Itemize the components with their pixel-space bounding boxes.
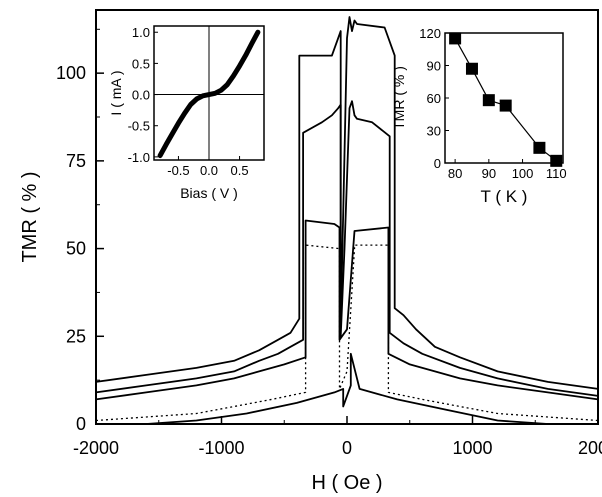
main-series-line-2 [95,100,599,397]
inset-iv-x-tick-label: 0.5 [231,163,249,178]
inset-tmr-t-point [465,62,478,75]
inset-tmr-t-y-tick-label: 0 [434,156,441,171]
inset-tmr-t-x-tick-label: 80 [448,166,462,181]
main-ticks: -2000-10000100020000255075100 [56,28,602,458]
inset-iv-series-group [154,26,264,160]
inset-iv-y-tick-label: 0.5 [132,56,150,71]
inset-tmr-t-y-tick-label: 90 [427,59,441,74]
inset-tmr-t-chart: 80 90 100 110 0 30 60 90 120 T ( K ) TMR ( % ) [391,26,567,206]
main-y-tick-label: 50 [66,239,86,259]
main-y-tick-label: 25 [66,326,86,346]
inset-iv-ticks: -0.5 0.0 0.5 -1.0 -0.5 0.0 0.5 1.0 [128,25,249,178]
main-x-tick-label: -1000 [198,438,244,458]
inset-tmr-t-x-tick-label: 100 [512,166,534,181]
inset-tmr-t-x-tick-label: 110 [546,166,567,181]
inset-iv-chart: -0.5 0.0 0.5 -1.0 -0.5 0.0 0.5 1.0 Bias ( V ) I… [108,25,265,201]
main-series-line-5 [96,352,598,425]
main-x-axis-label: H ( Oe ) [311,472,382,494]
main-series-group [95,16,599,425]
main-x-tick-label: 1000 [452,438,492,458]
inset-iv-y-axis-label: I ( mA ) [108,70,124,115]
inset-tmr-t-point [533,141,546,154]
inset-tmr-t-point [449,32,462,45]
inset-iv-series-line-1 [157,29,261,159]
inset-tmr-t-point [499,99,512,112]
main-x-tick-label: 2000 [578,438,602,458]
inset-tmr-t-y-tick-label: 60 [427,91,441,106]
inset-iv-x-axis-label: Bias ( V ) [180,185,238,201]
inset-iv-x-tick-label: 0.0 [200,163,218,178]
inset-tmr-t-ticks: 80 90 100 110 0 30 60 90 120 [419,26,566,181]
inset-iv-y-tick-label: 1.0 [132,25,150,40]
main-x-tick-label: 0 [342,438,352,458]
main-y-tick-label: 75 [66,151,86,171]
inset-tmr-t-y-tick-label: 30 [427,124,441,139]
inset-iv-y-tick-label: -0.5 [128,119,150,134]
main-y-tick-label: 100 [56,63,86,83]
main-y-tick-label: 0 [76,414,86,434]
inset-iv-y-tick-label: 0.0 [132,88,150,103]
main-series-line-3 [95,219,599,401]
main-x-tick-label: -2000 [73,438,119,458]
main-chart: -2000-10000100020000255075100 H ( Oe ) T… [19,9,602,494]
inset-tmr-t-x-tick-label: 90 [482,166,496,181]
inset-tmr-t-point [482,94,495,107]
inset-iv-x-tick-label: -0.5 [167,163,189,178]
main-series-line-1 [95,16,599,390]
inset-iv-y-tick-label: -1.0 [128,150,150,165]
inset-tmr-t-y-axis-label: TMR ( % ) [391,66,407,130]
inset-tmr-t-y-tick-label: 120 [419,26,441,41]
inset-tmr-t-x-axis-label: T ( K ) [481,187,528,206]
main-y-axis-label: TMR ( % ) [19,171,41,262]
